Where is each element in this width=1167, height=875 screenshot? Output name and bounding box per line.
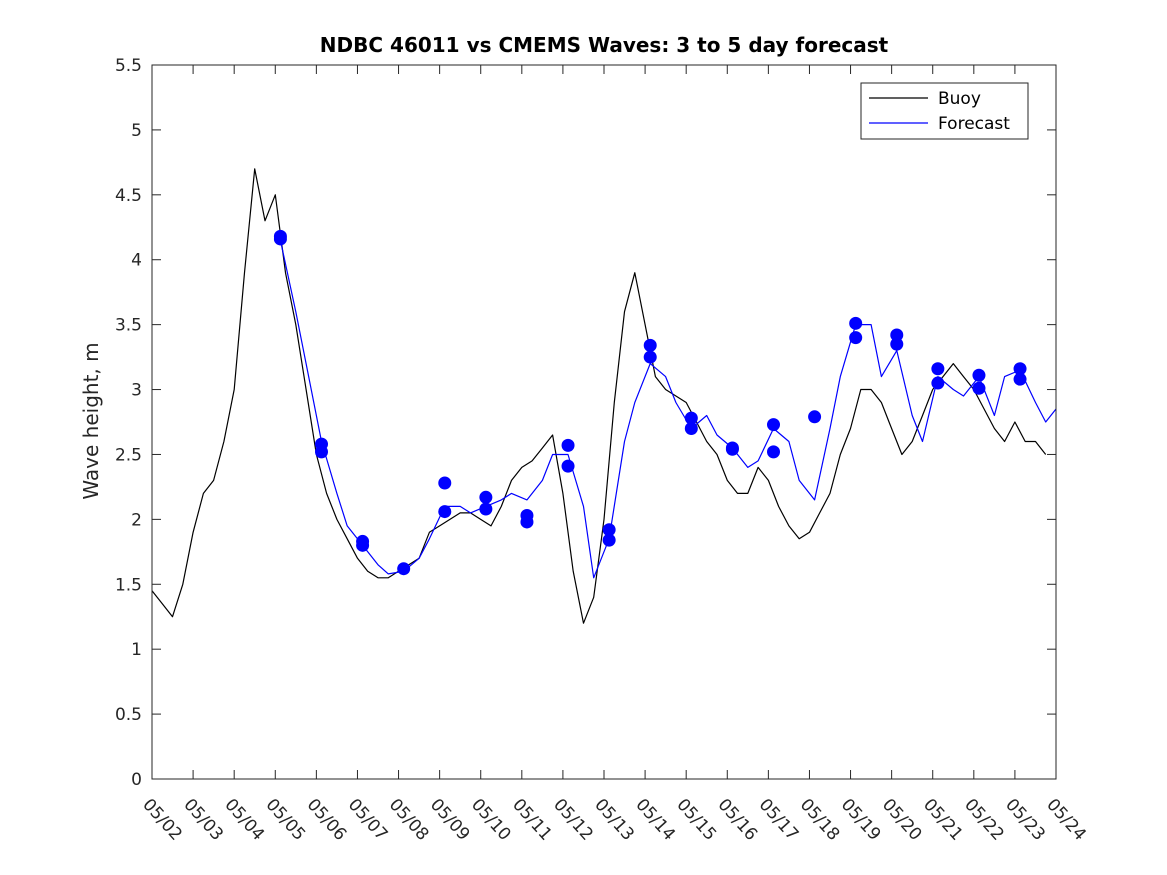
y-tick-label: 4.5 — [115, 186, 142, 206]
forecast-marker — [273, 232, 287, 246]
forecast-marker — [849, 331, 863, 345]
y-tick-label: 1.5 — [115, 575, 142, 595]
forecast-marker — [725, 442, 739, 456]
y-tick-label: 0.5 — [115, 705, 142, 725]
y-tick-label: 1 — [131, 640, 142, 660]
forecast-marker — [602, 523, 616, 537]
legend-box — [860, 82, 1029, 140]
y-tick-label: 0 — [131, 770, 142, 790]
forecast-marker — [1013, 372, 1027, 386]
forecast-marker — [520, 515, 534, 529]
forecast-marker — [849, 316, 863, 330]
forecast-marker — [479, 490, 493, 504]
forecast-marker — [890, 337, 904, 351]
forecast-marker — [397, 562, 411, 576]
series-line-forecast — [279, 240, 1057, 579]
forecast-marker — [438, 476, 452, 490]
forecast-marker — [767, 418, 780, 432]
forecast-marker — [479, 502, 493, 516]
y-axis-label: Wave height, m — [79, 342, 103, 499]
forecast-marker — [808, 410, 822, 424]
y-tick-label: 5.5 — [115, 56, 142, 76]
forecast-marker — [602, 533, 616, 547]
chart-title: NDBC 46011 vs CMEMS Waves: 3 to 5 day fo… — [320, 33, 889, 57]
forecast-marker — [438, 505, 452, 519]
forecast-marker — [315, 445, 328, 459]
forecast-marker — [767, 445, 780, 459]
forecast-marker — [1013, 362, 1027, 376]
y-tick-label: 3.5 — [115, 316, 142, 336]
forecast-marker — [890, 328, 904, 342]
forecast-marker — [931, 362, 945, 376]
forecast-marker — [684, 421, 698, 435]
forecast-marker — [643, 338, 657, 352]
y-tick-label: 5 — [131, 121, 142, 141]
legend-label-forecast: Forecast — [938, 114, 1010, 134]
forecast-marker — [972, 368, 986, 382]
forecast-marker — [561, 438, 575, 452]
forecast-marker — [684, 411, 698, 425]
series-line-buoy — [151, 168, 1047, 624]
forecast-marker — [356, 538, 370, 552]
legend-label-buoy: Buoy — [938, 89, 981, 109]
y-tick-label: 3 — [131, 381, 142, 401]
plot-area — [151, 168, 1057, 624]
y-tick-label: 2 — [131, 510, 142, 530]
forecast-marker — [972, 381, 986, 395]
legend: Buoy Forecast — [860, 82, 1029, 140]
y-tick-label: 2.5 — [115, 445, 142, 465]
y-tick-label: 4 — [131, 251, 142, 271]
forecast-marker — [931, 376, 945, 390]
forecast-marker — [561, 459, 575, 473]
forecast-marker — [643, 350, 657, 364]
